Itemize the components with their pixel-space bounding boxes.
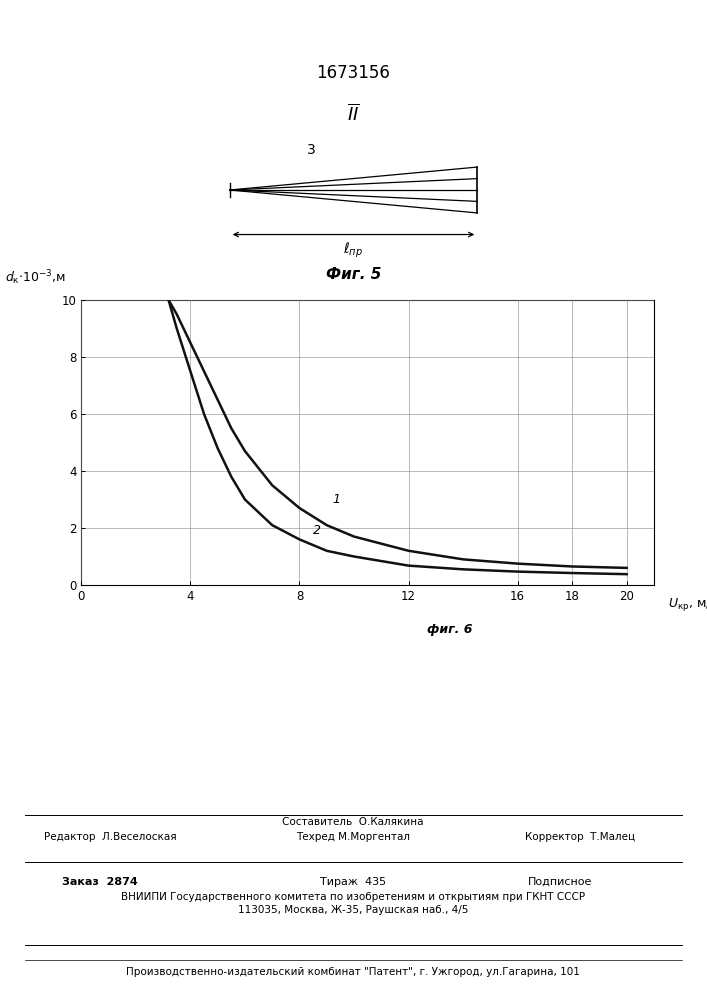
Text: фиг. 6: фиг. 6	[427, 623, 472, 636]
Text: 1: 1	[332, 493, 340, 506]
Text: 2: 2	[313, 524, 321, 537]
Text: $d_{\rm к}{\cdot}10^{-3}$,м: $d_{\rm к}{\cdot}10^{-3}$,м	[5, 268, 66, 287]
Text: Фиг. 5: Фиг. 5	[326, 267, 381, 282]
Text: Техред М.Моргентал: Техред М.Моргентал	[296, 832, 410, 842]
Text: Корректор  Т.Малец: Корректор Т.Малец	[525, 832, 635, 842]
Text: Заказ  2874: Заказ 2874	[62, 877, 138, 887]
Text: Составитель  О.Калякина: Составитель О.Калякина	[282, 817, 423, 827]
Text: $U_{\rm кр}$, м/с: $U_{\rm кр}$, м/с	[667, 596, 707, 613]
Text: Тираж  435: Тираж 435	[320, 877, 386, 887]
Text: $\ell_{пр}$: $\ell_{пр}$	[344, 241, 363, 260]
Text: Редактор  Л.Веселоская: Редактор Л.Веселоская	[44, 832, 176, 842]
Text: 113035, Москва, Ж-35, Раушская наб., 4/5: 113035, Москва, Ж-35, Раушская наб., 4/5	[238, 905, 468, 915]
Text: ВНИИПИ Государственного комитета по изобретениям и открытиям при ГКНТ СССР: ВНИИПИ Государственного комитета по изоб…	[121, 892, 585, 902]
Text: Производственно-издательский комбинат "Патент", г. Ужгород, ул.Гагарина, 101: Производственно-издательский комбинат "П…	[126, 967, 580, 977]
Text: $\overline{II}$: $\overline{II}$	[347, 104, 360, 125]
Text: Подписное: Подписное	[528, 877, 592, 887]
Text: 3: 3	[307, 143, 315, 157]
Text: 1673156: 1673156	[317, 64, 390, 82]
